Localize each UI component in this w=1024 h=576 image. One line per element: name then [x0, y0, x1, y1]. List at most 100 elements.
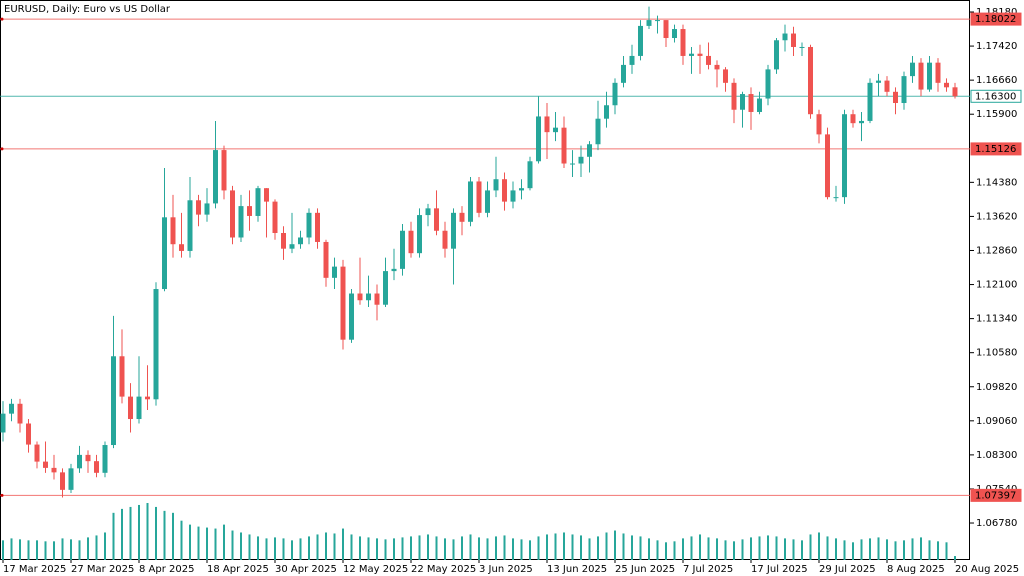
candle-body [434, 208, 439, 231]
volume-bar [690, 536, 693, 560]
candle-body [196, 200, 201, 215]
candle-body [408, 230, 414, 254]
candle-body [323, 241, 329, 278]
volume-bar [291, 540, 293, 560]
x-tick-label: 30 Apr 2025 [275, 564, 337, 575]
candle-body [544, 116, 550, 133]
candle-body [111, 356, 116, 446]
candle-body [255, 188, 261, 216]
candle-body [485, 190, 490, 213]
candle-body [340, 266, 346, 340]
volume-bar [588, 538, 591, 560]
candle-body [612, 82, 618, 106]
volume-bar [240, 532, 242, 560]
candle-body [306, 212, 312, 238]
candle-body [68, 468, 74, 490]
volume-bar [877, 537, 880, 560]
candle-body [952, 87, 958, 97]
volume-bar [469, 534, 472, 560]
y-tick-label: 1.06780 [976, 518, 1017, 529]
candle-body [221, 150, 227, 191]
volume-bar [197, 526, 200, 560]
candle-body [187, 200, 193, 251]
candle-body [357, 293, 363, 301]
candle-body [442, 230, 448, 249]
volume-bar [554, 533, 557, 560]
x-tick-label: 20 Aug 2025 [955, 564, 1019, 575]
candle-body [757, 98, 762, 112]
candle-body [850, 114, 856, 124]
volume-bar [673, 541, 676, 560]
candle-body [510, 190, 516, 202]
x-tick-label: 3 Jun 2025 [479, 564, 533, 575]
candle-body [629, 55, 635, 65]
volume-bar [44, 541, 47, 560]
volume-bar [792, 539, 795, 560]
volume-bar [631, 535, 633, 560]
x-tick-label: 18 Apr 2025 [207, 564, 269, 575]
volume-bar [622, 533, 625, 560]
volume-bar [172, 512, 174, 560]
candle-body [298, 237, 303, 245]
candle-body [34, 444, 40, 462]
candle-body [859, 120, 864, 124]
candle-body [519, 188, 524, 191]
volume-bar [146, 503, 149, 560]
volume-bar [495, 536, 497, 560]
volume-bar [741, 539, 744, 560]
candle-body [723, 69, 728, 83]
candle-body [94, 461, 99, 473]
volume-bar [665, 542, 667, 560]
x-tick-label: 7 Jul 2025 [683, 564, 733, 575]
volume-bar [265, 538, 268, 560]
volume-bar [537, 536, 540, 560]
candle-body [51, 467, 57, 473]
candle-body [706, 55, 711, 65]
price-line-anchor [0, 147, 4, 151]
volume-bar [257, 536, 259, 560]
y-tick-label: 1.15900 [976, 109, 1017, 120]
volume-bar [155, 506, 157, 560]
volume-bar [546, 534, 548, 560]
candle-body [476, 181, 482, 213]
candle-body [102, 445, 108, 473]
volume-bar [401, 537, 404, 560]
candle-body [17, 403, 23, 424]
volume-bar [775, 536, 778, 560]
volume-bar [750, 537, 752, 560]
volume-bar [325, 532, 327, 560]
volume-bar [818, 532, 820, 560]
volume-bar [231, 530, 234, 560]
volume-bar [427, 534, 429, 560]
volume-bar [189, 524, 191, 560]
volume-bar [937, 541, 939, 560]
volume-bar [206, 527, 208, 560]
candle-body [468, 181, 473, 222]
candle-body [153, 289, 159, 400]
price-label-box [970, 488, 1022, 502]
candle-body [808, 46, 813, 115]
candle-body [672, 29, 677, 39]
candle-body [289, 244, 295, 249]
volume-bar [571, 534, 574, 560]
volume-bar [639, 536, 642, 560]
candle-body [646, 20, 652, 26]
price-label: 1.18022 [975, 14, 1016, 25]
y-tick-label: 1.17420 [976, 41, 1017, 52]
volume-bar [733, 541, 735, 560]
y-tick-label: 1.09820 [976, 382, 1017, 393]
y-tick-label: 1.12860 [976, 245, 1017, 256]
candle-body [884, 80, 890, 92]
volume-bar [384, 539, 387, 560]
volume-bar [308, 536, 310, 560]
candle-body [119, 356, 125, 397]
candle-body [128, 396, 133, 420]
volume-bar [648, 538, 650, 560]
volume-bar [444, 538, 446, 560]
volume-bar [605, 532, 608, 560]
volume-bar [350, 534, 353, 560]
candle-body [247, 206, 252, 216]
candle-body [136, 396, 142, 420]
candle-body [833, 197, 839, 199]
volume-bar [418, 535, 421, 560]
